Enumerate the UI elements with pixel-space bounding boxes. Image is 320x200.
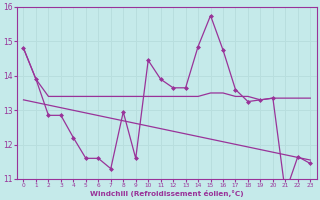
X-axis label: Windchill (Refroidissement éolien,°C): Windchill (Refroidissement éolien,°C) <box>90 190 244 197</box>
